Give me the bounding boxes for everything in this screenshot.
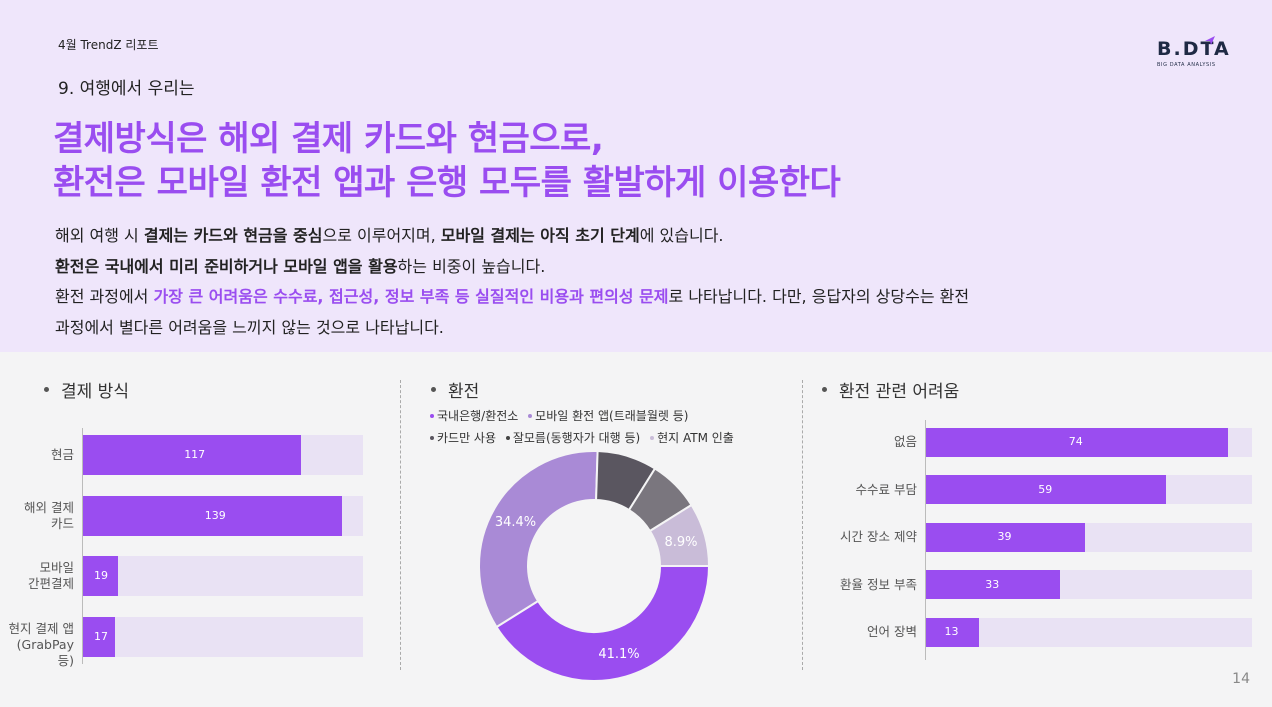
bar-value-label: 59 — [1038, 482, 1053, 496]
exchange-donut-chart: 41.1% 34.4% 8.9% — [478, 450, 711, 682]
exchange-legend-row-2: 카드만 사용 잘모름(동행자가 대행 등) 현지 ATM 인출 — [430, 429, 740, 446]
bar-category-label: 현금 — [50, 447, 74, 462]
donut-data-label: 41.1% — [598, 647, 639, 662]
bar — [926, 570, 1061, 599]
bar — [83, 616, 115, 657]
bullet-icon — [431, 387, 436, 392]
difficulty-chart-title: 환전 관련 어려움 — [822, 377, 959, 402]
legend-item: 모바일 환전 앱(트래블월렛 등) — [528, 409, 688, 423]
bar-track — [926, 570, 1252, 599]
bar-track — [926, 522, 1252, 552]
exchange-chart-title: 환전 — [431, 377, 479, 402]
report-label: 4월 TrendZ 리포트 — [58, 38, 159, 52]
bar-axis-line — [925, 420, 926, 660]
bar-category-label: 수수료 부담 — [855, 481, 917, 497]
bar-track — [83, 435, 363, 475]
bar — [926, 427, 1228, 457]
bar-category-label: 시간 장소 제약 — [840, 529, 917, 544]
bar — [83, 495, 343, 536]
exchange-legend-row-1: 국내은행/환전소 모바일 환전 앱(트래블월렛 등) — [430, 407, 694, 424]
bar-category-label: 환율 정보 부족 — [840, 576, 917, 592]
bar-track — [926, 617, 1252, 647]
legend-item: 잘모름(동행자가 대행 등) — [505, 431, 640, 445]
bar-value-label: 17 — [94, 629, 108, 643]
bar-category-label: 현지 결제 앱 (GrabPay 등) — [8, 620, 74, 668]
bar-track — [83, 556, 363, 596]
donut-slice — [478, 450, 599, 629]
bar-value-label: 117 — [184, 448, 206, 461]
donut-data-label: 34.4% — [495, 515, 536, 530]
bullet-icon — [822, 387, 827, 392]
bullet-icon — [44, 387, 49, 392]
donut-slice — [648, 503, 711, 567]
bar-category-label: 언어 장벽 — [867, 624, 917, 639]
body-text: 해외 여행 시 결제는 카드와 현금을 중심으로 이루어지며, 모바일 결제는 … — [55, 221, 1235, 343]
bar-category-label: 해외 결제 카드 — [24, 499, 74, 531]
bar-track — [83, 616, 363, 657]
panel-divider — [400, 380, 401, 670]
bar-value-label: 19 — [94, 569, 108, 582]
bar — [926, 522, 1085, 552]
headline-line-2: 환전은 모바일 환전 앱과 은행 모두를 활발하게 이용한다 — [53, 163, 841, 203]
payment-chart-title: 결제 방식 — [44, 377, 129, 402]
body-line-4: 과정에서 별다른 어려움을 느끼지 않는 것으로 나타납니다. — [55, 317, 444, 337]
bar-track — [83, 495, 363, 536]
legend-item: 카드만 사용 — [430, 431, 496, 445]
bar — [926, 617, 979, 647]
donut-data-label: 8.9% — [664, 535, 697, 550]
bdata-logo: B.DTA BIG DATA ANALYSIS — [1154, 36, 1238, 72]
page-number: 14 — [1232, 671, 1250, 687]
bar-value-label: 39 — [997, 530, 1012, 543]
donut-slice — [495, 565, 711, 682]
bar-category-label: 모바일 간편결제 — [27, 560, 74, 591]
panel-divider — [802, 380, 803, 670]
body-line-3: 환전 과정에서 가장 큰 어려움은 수수료, 접근성, 정보 부족 등 실질적인… — [55, 287, 970, 306]
legend-swatch — [650, 435, 655, 440]
difficulty-chart-title-text: 환전 관련 어려움 — [839, 382, 960, 402]
bar — [83, 556, 119, 596]
bar — [83, 435, 302, 475]
header-banner — [0, 0, 1272, 352]
bar-value-label: 139 — [204, 508, 226, 522]
body-line-2: 환전은 국내에서 미리 준비하거나 모바일 앱을 활용하는 비중이 높습니다. — [55, 256, 546, 276]
plane-icon — [1205, 36, 1215, 45]
bar — [926, 475, 1167, 504]
bar-value-label: 13 — [944, 625, 959, 638]
bar-track — [926, 427, 1252, 457]
bar-axis-line — [82, 428, 83, 664]
payment-chart-title-text: 결제 방식 — [61, 382, 129, 402]
logo-subtext: BIG DATA ANALYSIS — [1157, 62, 1216, 68]
legend-swatch — [528, 413, 533, 418]
body-line-1: 해외 여행 시 결제는 카드와 현금을 중심으로 이루어지며, 모바일 결제는 … — [55, 226, 724, 245]
bar-value-label: 33 — [985, 577, 1000, 591]
legend-item: 국내은행/환전소 — [430, 409, 518, 423]
legend-swatch — [430, 413, 434, 418]
headline-line-1: 결제방식은 해외 결제 카드와 현금으로, — [53, 119, 604, 159]
bar-value-label: 74 — [1068, 435, 1083, 448]
exchange-chart-title-text: 환전 — [448, 382, 480, 402]
logo-text: B.DTA — [1157, 38, 1231, 60]
headline: 결제방식은 해외 결제 카드와 현금으로, 환전은 모바일 환전 앱과 은행 모… — [53, 117, 841, 205]
legend-swatch — [430, 435, 434, 440]
legend-item: 현지 ATM 인출 — [650, 431, 734, 445]
legend-swatch — [505, 435, 510, 440]
bar-track — [926, 475, 1252, 504]
section-subtitle: 9. 여행에서 우리는 — [58, 79, 195, 99]
bar-category-label: 없음 — [893, 434, 917, 449]
